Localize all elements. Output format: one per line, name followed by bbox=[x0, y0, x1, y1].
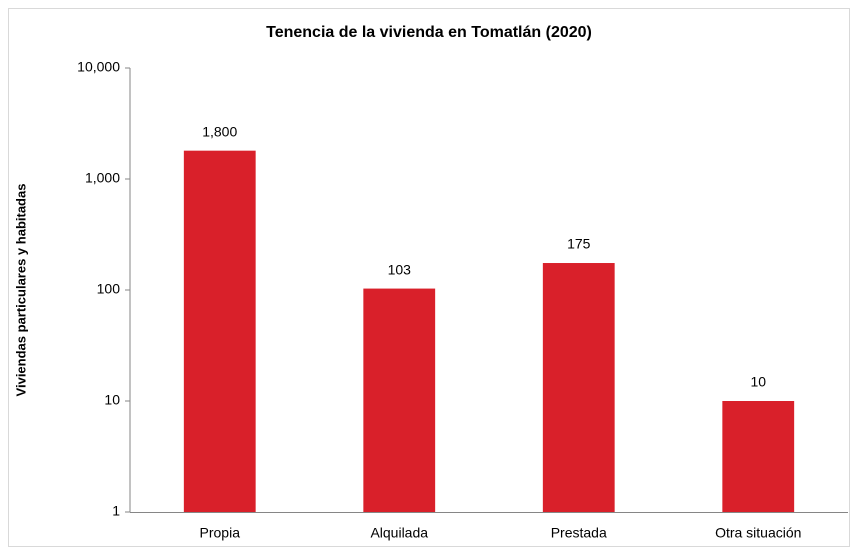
y-tick-label: 10 bbox=[104, 392, 120, 408]
y-axis-label: Viviendas particulares y habitadas bbox=[13, 184, 28, 397]
bar bbox=[183, 150, 256, 513]
data-label: 175 bbox=[567, 236, 591, 252]
data-label: 1,800 bbox=[202, 123, 237, 139]
x-tick-label: Prestada bbox=[551, 525, 607, 541]
x-tick-label: Propia bbox=[200, 525, 241, 541]
bar bbox=[363, 288, 436, 512]
bar bbox=[542, 263, 615, 512]
data-label: 103 bbox=[388, 261, 412, 277]
data-label: 10 bbox=[750, 374, 766, 390]
y-tick-label: 1 bbox=[112, 503, 120, 519]
bar bbox=[722, 401, 795, 512]
y-tick-label: 1,000 bbox=[85, 170, 120, 186]
y-tick-label: 100 bbox=[97, 281, 121, 297]
y-tick-label: 10,000 bbox=[77, 59, 120, 75]
x-tick-label: Alquilada bbox=[370, 525, 428, 541]
chart-title: Tenencia de la vivienda en Tomatlán (202… bbox=[266, 24, 592, 41]
x-tick-label: Otra situación bbox=[715, 525, 801, 541]
